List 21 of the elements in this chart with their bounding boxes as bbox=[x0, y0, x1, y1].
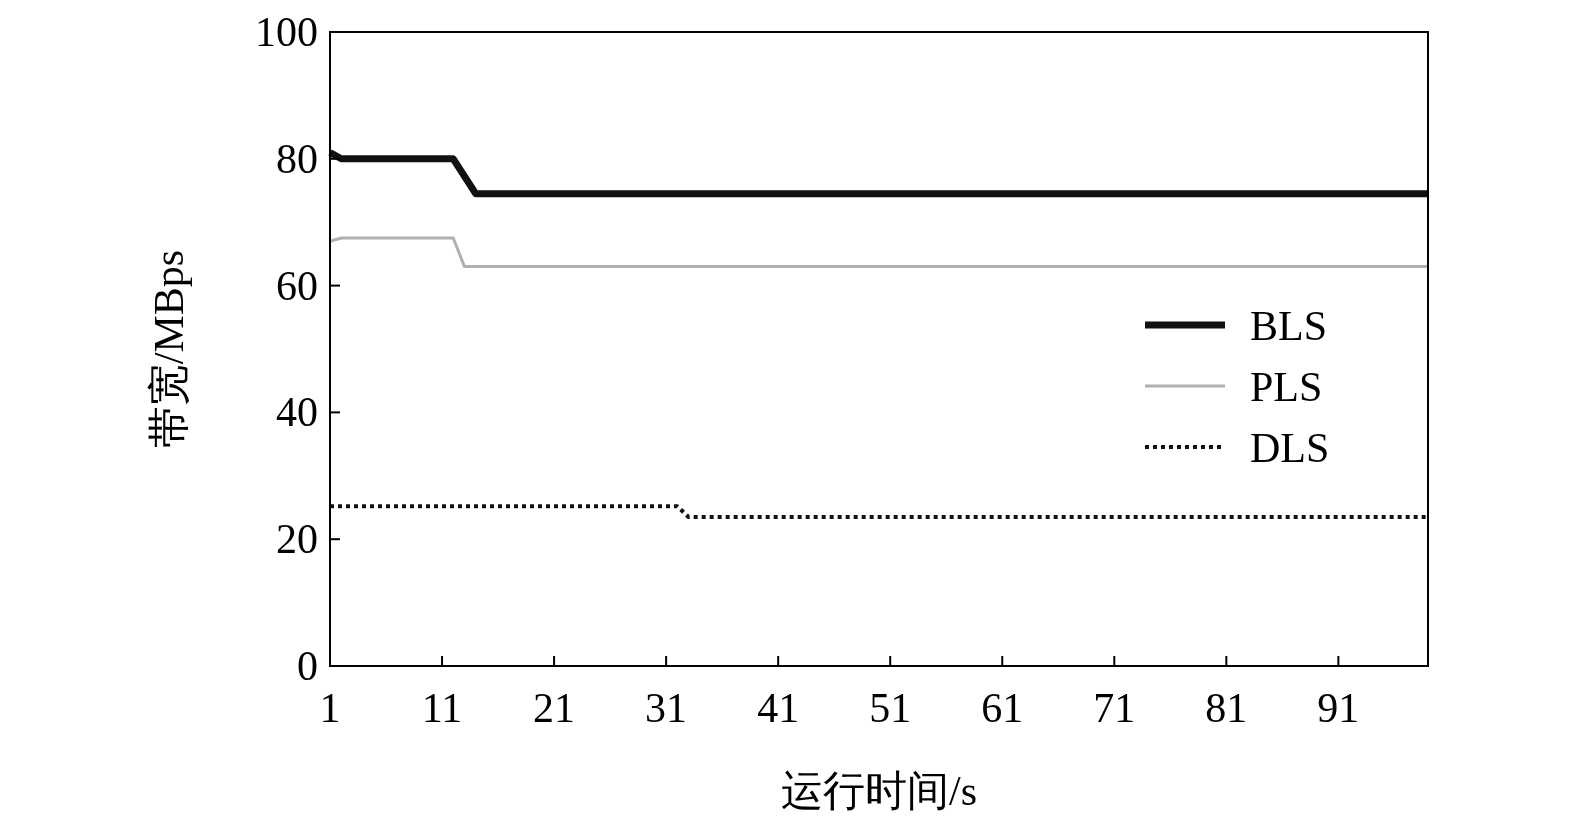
x-tick-label: 11 bbox=[421, 685, 463, 731]
x-tick-label: 31 bbox=[645, 685, 688, 731]
x-tick-label: 81 bbox=[1205, 685, 1248, 731]
x-tick-label: 91 bbox=[1317, 685, 1360, 731]
y-tick-label: 100 bbox=[255, 9, 318, 55]
x-tick-label: 61 bbox=[981, 685, 1024, 731]
y-tick-label: 40 bbox=[276, 389, 318, 436]
x-tick-label: 41 bbox=[757, 685, 800, 731]
x-tick-label: 51 bbox=[869, 685, 912, 731]
y-tick-label: 20 bbox=[276, 516, 318, 563]
legend-label: DLS bbox=[1250, 425, 1330, 471]
x-tick-label: 71 bbox=[1093, 685, 1136, 731]
x-tick-label: 21 bbox=[533, 685, 576, 731]
legend-label: PLS bbox=[1250, 364, 1323, 410]
y-tick-label: 80 bbox=[276, 135, 318, 182]
x-tick-label: 1 bbox=[319, 685, 341, 731]
y-tick-label: 60 bbox=[276, 262, 318, 309]
x-axis-title: 运行时间/s bbox=[780, 768, 978, 814]
y-tick-label: 0 bbox=[297, 643, 318, 689]
y-axis-title: 带宽/MBps bbox=[146, 249, 192, 449]
legend-label: BLS bbox=[1250, 303, 1328, 349]
